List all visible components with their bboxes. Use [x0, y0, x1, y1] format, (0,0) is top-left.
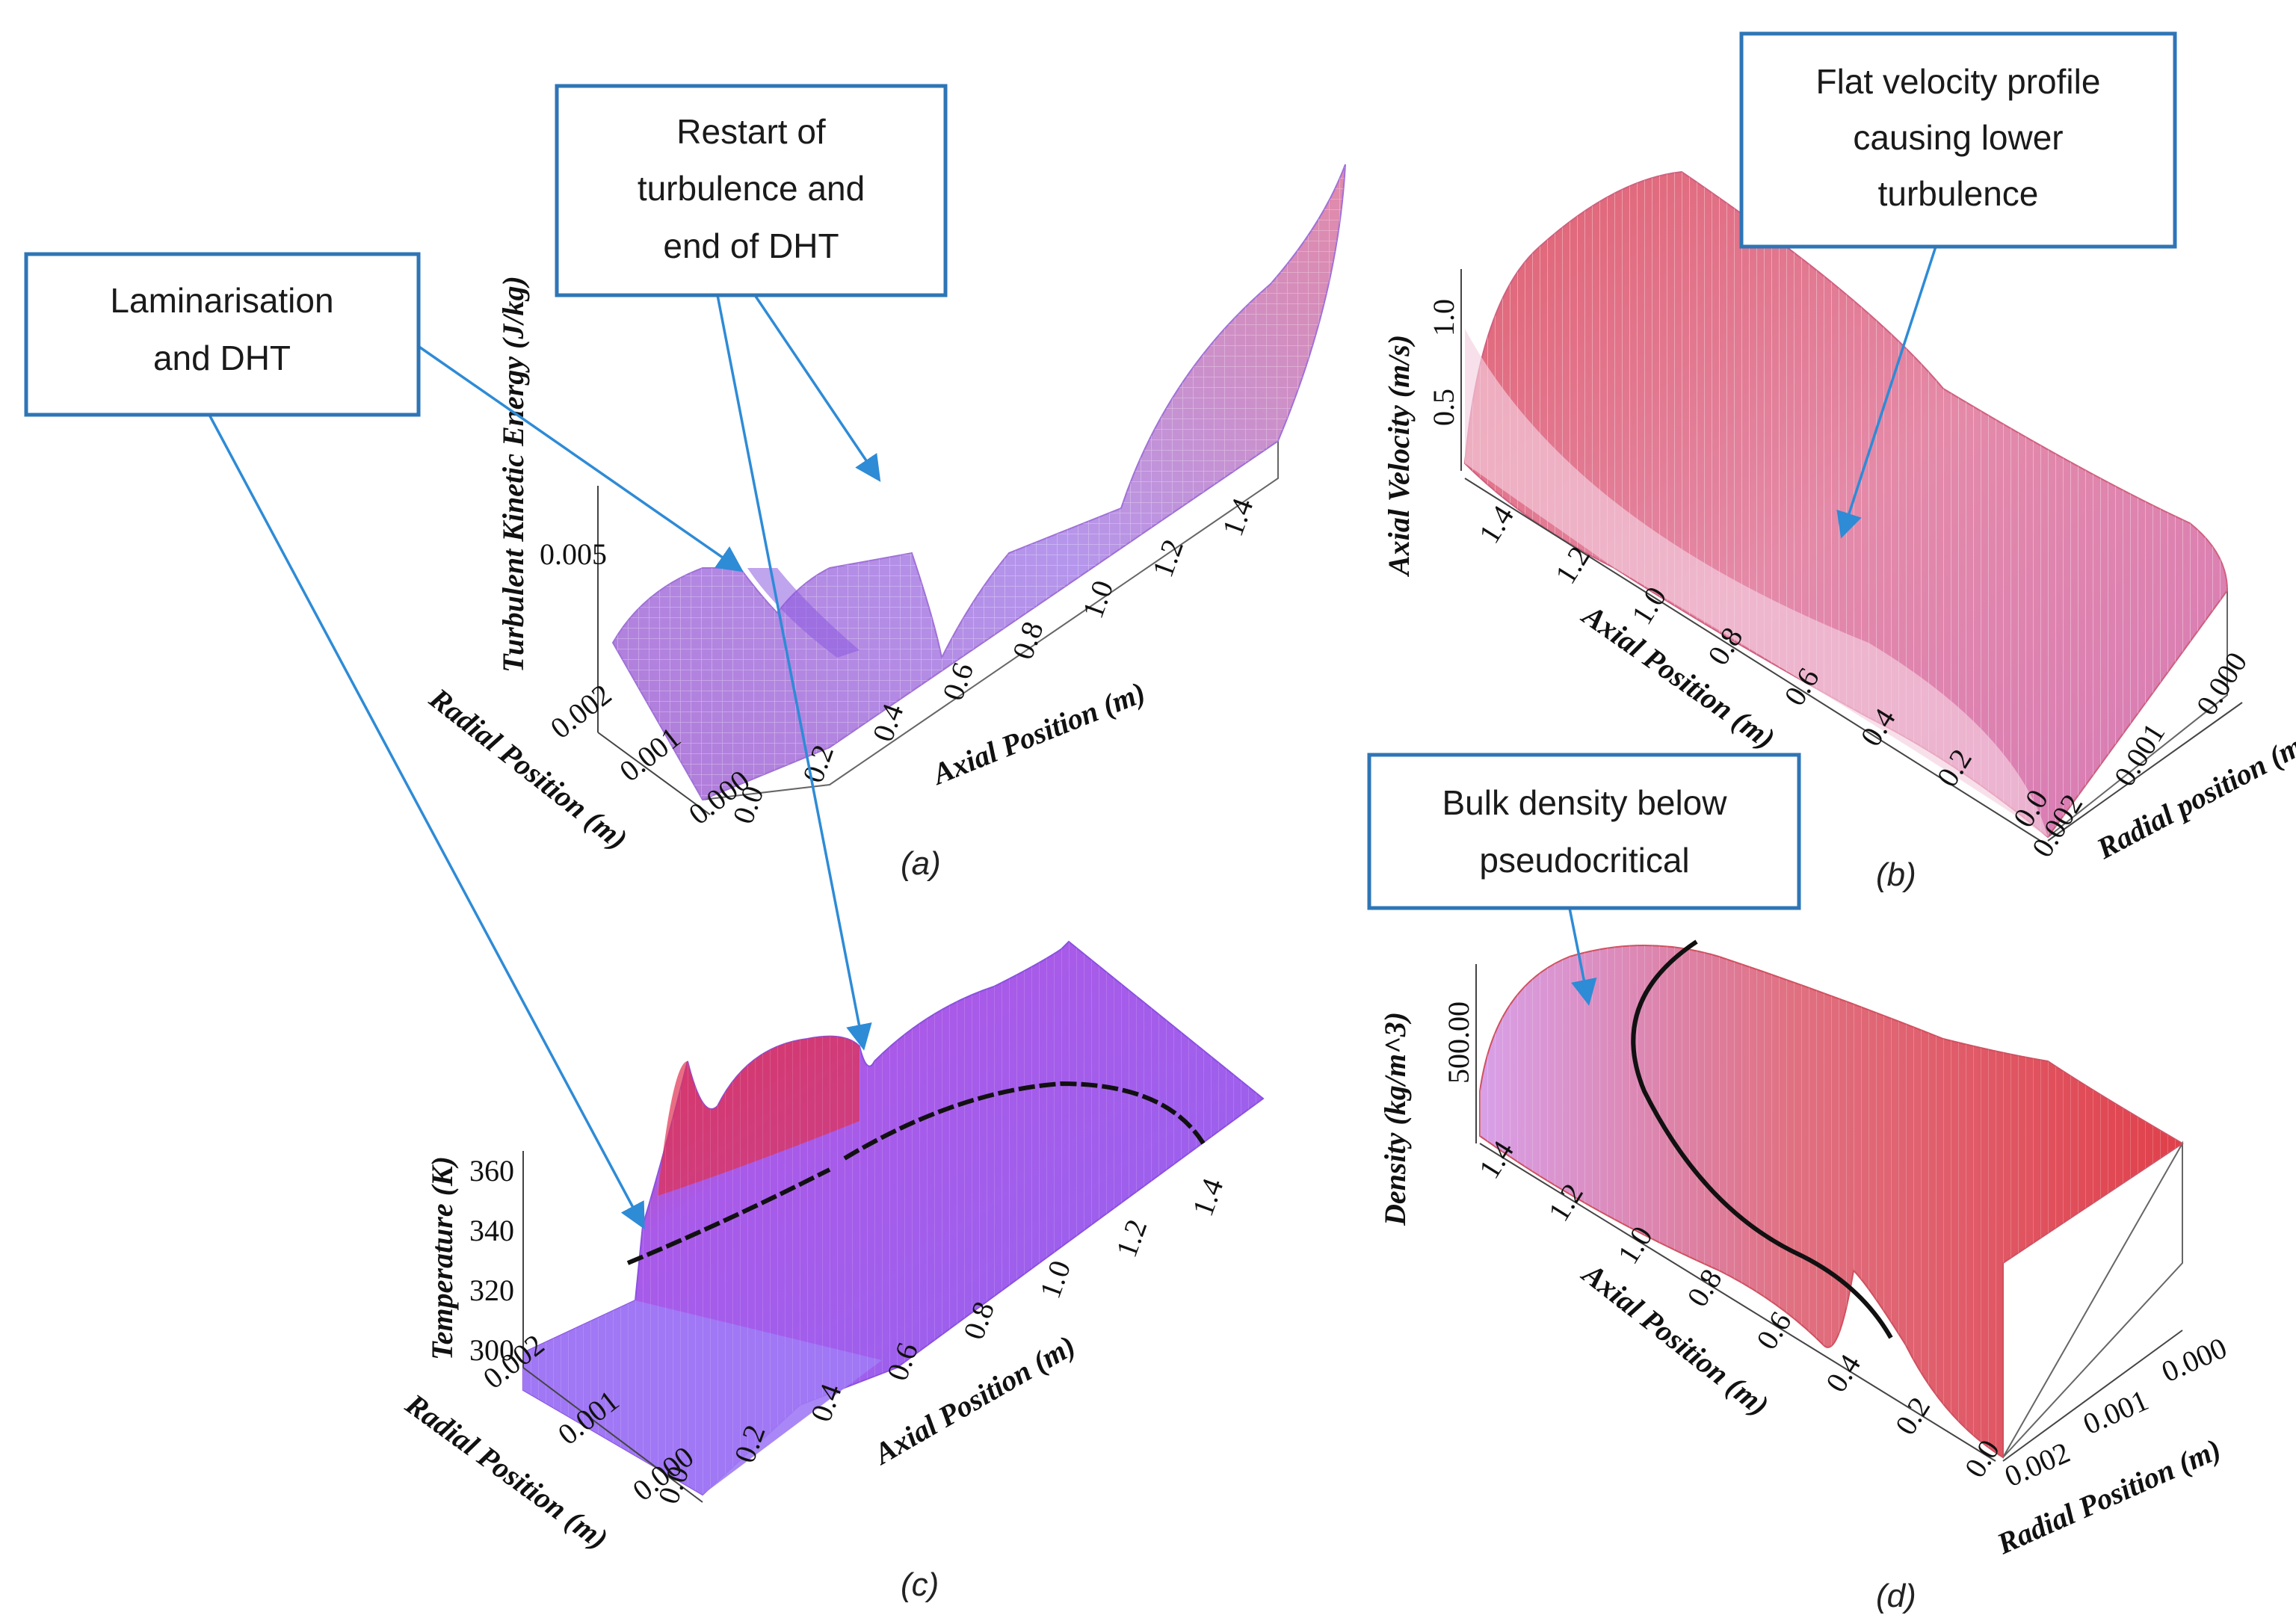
panel-d-zlabel: Density (kg/m^3) — [1378, 1012, 1412, 1226]
panel-c-y-axis — [522, 1367, 703, 1503]
panel-d-ytick-1: 0.001 — [2078, 1383, 2153, 1442]
callout-flat-velocity-line-3: turbulence — [1878, 174, 2039, 213]
panel-a-label: (a) — [901, 845, 941, 882]
callout-restart: Restart of turbulence and end of DHT — [555, 84, 948, 297]
panel-c-ztick-3: 360 — [469, 1154, 514, 1188]
callout-bulk-density: Bulk density below pseudocritical — [1367, 753, 1801, 910]
panel-b-x-axis — [1464, 478, 2041, 842]
panel-b-zlabel: Axial Velocity (m/s) — [1382, 335, 1416, 578]
arrow-bulk-density — [1568, 907, 1597, 1006]
panel-b-y-axis — [2047, 702, 2243, 842]
callout-bulk-density-line-2: pseudocritical — [1479, 841, 1689, 880]
panel-c-zlabel: Temperature (K) — [425, 1156, 459, 1360]
callout-flat-velocity: Flat velocity profile causing lower turb… — [1739, 31, 2177, 249]
panel-c-zticks: 300 320 340 360 — [469, 1154, 514, 1367]
panel-a-zlabel: Turbulent Kinetic Energy (J/kg) — [496, 276, 530, 673]
panel-b-mesh — [1465, 172, 2227, 837]
callout-laminarisation-line-2: and DHT — [153, 339, 291, 377]
callout-flat-velocity-line-1: Flat velocity profile — [1816, 62, 2101, 101]
panel-a-mesh — [613, 164, 1345, 800]
callout-restart-line-3: end of DHT — [663, 226, 839, 265]
panel-a-ytick-0: 0.002 — [544, 677, 618, 745]
panel-b-ztick-1: 0.5 — [1427, 389, 1460, 426]
panel-d-label: (d) — [1876, 1578, 1916, 1614]
panel-d-pseudocritical-line — [1631, 939, 1893, 1339]
arrow-laminarisation-to-a — [414, 342, 744, 572]
panel-d-ytick-2: 0.000 — [2156, 1331, 2232, 1389]
panel-c-label: (c) — [901, 1566, 939, 1603]
panel-a-ztick: 0.005 — [540, 537, 607, 571]
panel-c-pseudocritical-line — [626, 1081, 1206, 1265]
panel-a-y-axis — [597, 732, 711, 815]
panel-d: Density (kg/m^3) 500.00 1.41.21.00.80.60… — [1378, 939, 2232, 1614]
callout-bulk-density-line-1: Bulk density below — [1442, 783, 1728, 822]
callout-restart-line-2: turbulence and — [638, 169, 865, 208]
panel-b-ztick-2: 1.0 — [1427, 299, 1460, 336]
panel-d-x-axis — [1479, 1143, 1996, 1462]
panel-d-y-axis — [2002, 1330, 2183, 1462]
callout-arrows — [208, 246, 1937, 1230]
panel-d-ztick: 500.00 — [1442, 1001, 1475, 1084]
callout-laminarisation-line-1: Laminarisation — [110, 281, 333, 320]
panel-d-mesh — [1480, 945, 2182, 1457]
panel-b-label: (b) — [1876, 856, 1916, 893]
panel-c-ztick-2: 340 — [469, 1214, 514, 1247]
arrow-restart-to-c — [716, 294, 872, 1051]
arrow-restart-to-a — [753, 294, 881, 482]
arrow-laminarisation-to-c — [208, 414, 645, 1230]
panel-b-xtick-0: 1.4 — [1472, 500, 1520, 549]
arrow-flat-velocity — [1836, 246, 1937, 539]
panel-d-front — [2002, 1140, 2183, 1458]
callout-flat-velocity-line-2: causing lower — [1853, 118, 2063, 157]
panel-d-xtick-5: 0.4 — [1819, 1348, 1868, 1398]
panel-b-lower-sheet — [1465, 329, 2048, 837]
panel-c-xtick-7: 1.4 — [1185, 1174, 1229, 1220]
callout-restart-line-1: Restart of — [676, 112, 826, 151]
callout-laminarisation: Laminarisation and DHT — [24, 252, 421, 417]
panel-c-ztick-1: 320 — [469, 1273, 514, 1307]
panel-c-ztick-0: 300 — [469, 1333, 514, 1367]
panel-c-mesh — [523, 942, 1263, 1495]
panel-c-xtick-6: 1.2 — [1109, 1215, 1153, 1262]
panel-d-xtick-6: 0.2 — [1889, 1391, 1937, 1440]
